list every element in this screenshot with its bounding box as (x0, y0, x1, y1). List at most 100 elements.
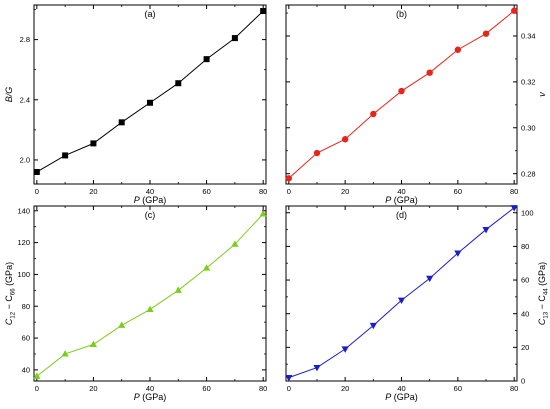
y-tick-label: 2.8 (20, 35, 30, 44)
data-point-circle (313, 149, 321, 157)
data-point-square (62, 152, 69, 159)
x-tick-label: 0 (35, 187, 39, 196)
y-tick-label: 0 (521, 377, 525, 386)
y-tick-label: 100 (521, 208, 534, 217)
x-tick-label: 60 (202, 384, 210, 393)
y-tick-label: 40 (22, 365, 30, 374)
data-point-circle (454, 46, 462, 53)
data-point-circle (341, 136, 349, 143)
series-line (288, 10, 515, 179)
x-axis-label: P (GPa) (385, 392, 418, 402)
x-tick-label: 20 (89, 187, 97, 196)
panel-label: (b) (396, 9, 407, 19)
data-point-circle (482, 30, 490, 37)
y-tick-label: 20 (521, 343, 529, 352)
y-axis-label-main: ν (537, 92, 547, 97)
y-axis-label-sub: 13 (544, 311, 550, 318)
y-tick-label: 0.30 (521, 123, 536, 132)
y-tick-label: 120 (17, 238, 30, 247)
series-line (36, 213, 264, 377)
data-point-triangle-down (369, 322, 377, 330)
y-axis-label-sub2: 44 (544, 288, 550, 295)
data-point-triangle (61, 350, 69, 357)
x-tick-label: 0 (35, 384, 39, 393)
plot-frame (33, 4, 267, 185)
y-axis: 2.0 2.4 2.8 (20, 9, 266, 165)
x-axis-label: P (GPa) (134, 392, 167, 402)
x-tick-label: 0 (287, 384, 291, 393)
data-point-circle (426, 69, 433, 76)
y-tick-label: 60 (22, 334, 30, 343)
series-line (36, 10, 264, 173)
data-point-circle (510, 7, 518, 14)
data-point-square (260, 8, 267, 15)
y-tick-label: 100 (17, 270, 30, 279)
data-point-triangle (146, 305, 154, 313)
x-tick-label: 60 (202, 187, 210, 196)
x-axis-label: P (GPa) (385, 195, 418, 205)
x-tick-label: 20 (89, 384, 97, 393)
x-tick-label: 20 (341, 384, 349, 393)
data-point-triangle-down (454, 250, 462, 257)
y-tick-label: 0.28 (521, 169, 536, 178)
y-axis-label-main: B/G (4, 87, 14, 103)
y-axis-label: B/G (4, 87, 14, 103)
y-axis-label-unit: (GPa) (4, 262, 14, 289)
y-axis-label-main: C (4, 318, 14, 325)
x-axis: 0 20 40 60 80 (287, 5, 518, 196)
data-point-triangle-down (313, 364, 321, 372)
x-axis-label-var: P (385, 195, 391, 205)
y-tick-label: 0.32 (521, 77, 536, 86)
panel-label: (d) (396, 210, 407, 220)
data-point-triangle-down (341, 346, 349, 353)
x-axis-label-var: P (134, 392, 140, 402)
y-axis: 0 20 40 60 80 100 (286, 208, 534, 386)
x-tick-label: 60 (454, 187, 462, 196)
panel-label: (a) (145, 9, 156, 19)
data-point-triangle-down (426, 275, 434, 283)
data-point-triangle-down (397, 297, 406, 305)
data-point-square (147, 99, 153, 106)
y-tick-label: 60 (521, 276, 529, 285)
plot-frame (33, 205, 267, 382)
data-point-triangle (231, 240, 239, 247)
y-axis-label-unit: (GPa) (537, 262, 547, 289)
x-tick-label: 80 (510, 384, 518, 393)
data-point-circle (285, 175, 293, 182)
data-point-square (203, 56, 210, 63)
y-axis-label: ν (537, 92, 547, 97)
y-tick-label: 80 (521, 242, 529, 251)
x-axis-label: P (GPa) (134, 195, 167, 205)
x-tick-label: 60 (454, 384, 462, 393)
y-axis-label-tail: − C (537, 295, 547, 312)
y-tick-label: 2.0 (20, 156, 30, 165)
x-tick-label: 40 (146, 187, 154, 196)
data-point-triangle (89, 340, 98, 348)
data-point-circle (370, 110, 377, 118)
plot-frame (285, 4, 518, 185)
x-axis-label-var: P (134, 195, 140, 205)
x-tick-label: 20 (341, 187, 349, 196)
data-point-triangle (259, 210, 267, 217)
data-point-triangle (202, 264, 211, 271)
data-point-square (118, 119, 125, 126)
y-axis: 40 60 80 100 120 140 (17, 206, 266, 374)
x-tick-label: 80 (510, 187, 518, 196)
y-tick-label: 80 (22, 302, 30, 311)
y-axis-label-sub: 12 (11, 311, 17, 318)
x-axis-label-var: P (385, 392, 391, 402)
data-point-circle (398, 87, 405, 95)
data-point-triangle (118, 321, 126, 328)
panel-b: 0 20 40 60 800.28 0.30 0.32 0.34 P (GPa) ν (b) (285, 4, 547, 205)
panel-a: 0 20 40 60 80 2.0 2.4 2.8 P (GPa) B/G (a) (4, 4, 267, 205)
x-axis-label-unit: (GPa) (140, 392, 167, 402)
data-point-triangle-down (482, 226, 490, 234)
panel-label: (c) (145, 210, 156, 220)
data-point-square (175, 80, 182, 87)
data-point-square (231, 35, 238, 42)
y-tick-label: 40 (521, 309, 529, 318)
x-tick-label: 40 (397, 187, 405, 196)
x-axis: 0 20 40 60 80 (287, 206, 518, 393)
